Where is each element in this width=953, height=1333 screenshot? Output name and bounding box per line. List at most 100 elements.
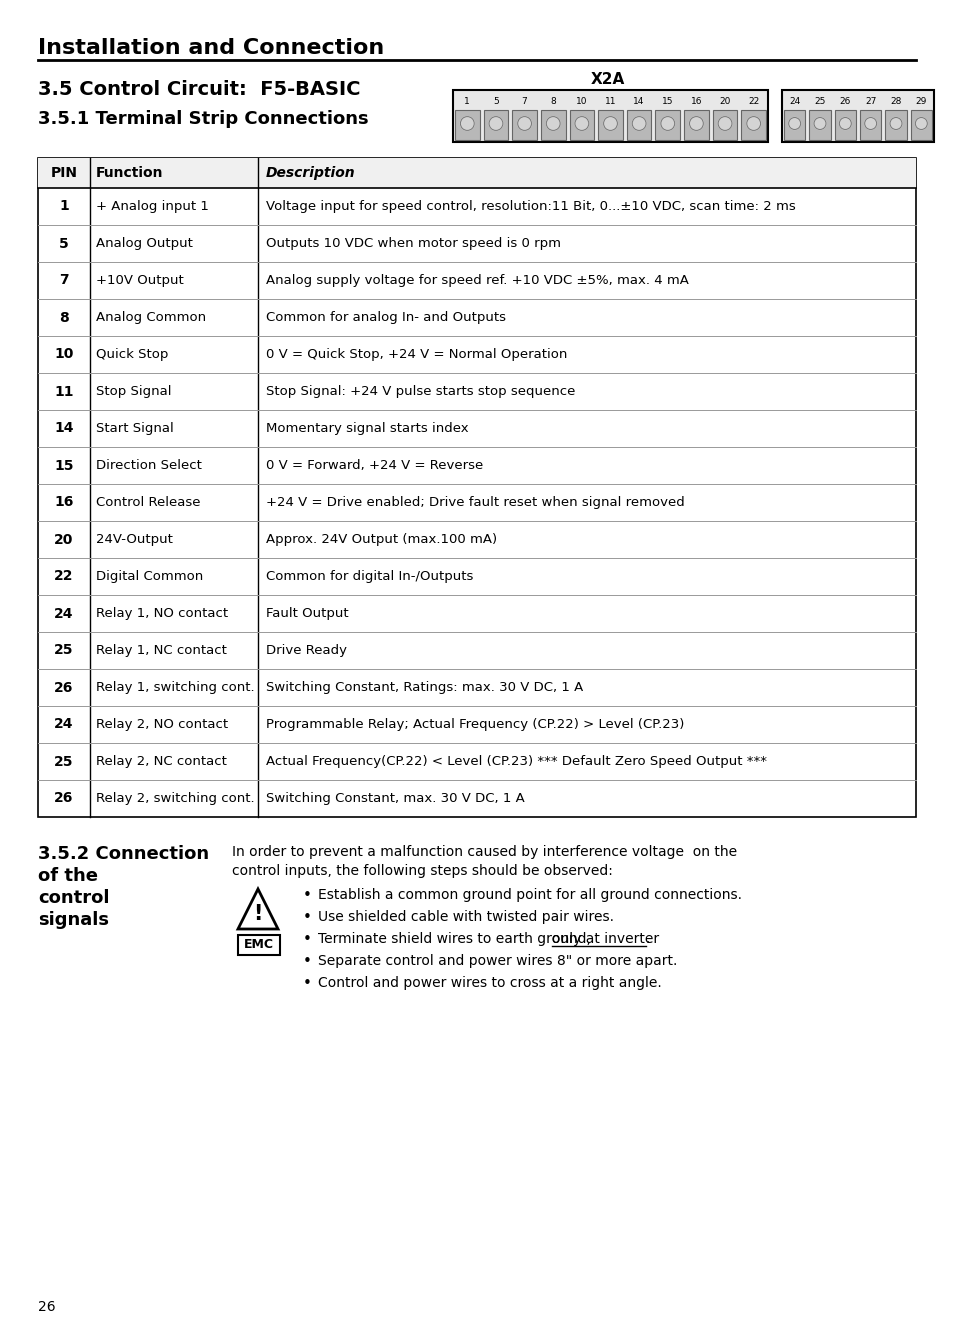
Bar: [38, 159, 915, 188]
Bar: [540, 111, 565, 140]
Bar: [783, 111, 804, 140]
Text: 5: 5: [59, 236, 69, 251]
Text: Relay 2, NO contact: Relay 2, NO contact: [96, 718, 228, 730]
Bar: [655, 111, 679, 140]
Text: Switching Constant, max. 30 V DC, 1 A: Switching Constant, max. 30 V DC, 1 A: [266, 792, 524, 805]
Text: +10V Output: +10V Output: [96, 275, 184, 287]
Text: 1: 1: [464, 97, 470, 107]
Text: •: •: [303, 954, 312, 969]
Text: Stop Signal: +24 V pulse starts stop sequence: Stop Signal: +24 V pulse starts stop seq…: [266, 385, 575, 399]
Text: 3.5 Control Circuit:  F5-BASIC: 3.5 Control Circuit: F5-BASIC: [38, 80, 360, 99]
Text: Common for analog In- and Outputs: Common for analog In- and Outputs: [266, 311, 505, 324]
Circle shape: [718, 116, 731, 131]
Bar: [808, 111, 830, 140]
Text: Switching Constant, Ratings: max. 30 V DC, 1 A: Switching Constant, Ratings: max. 30 V D…: [266, 681, 582, 694]
Text: •: •: [303, 976, 312, 990]
Text: 20: 20: [719, 97, 730, 107]
Text: 16: 16: [690, 97, 701, 107]
Text: Outputs 10 VDC when motor speed is 0 rpm: Outputs 10 VDC when motor speed is 0 rpm: [266, 237, 560, 251]
Text: control inputs, the following steps should be observed:: control inputs, the following steps shou…: [232, 864, 612, 878]
Text: 7: 7: [59, 273, 69, 288]
Circle shape: [788, 117, 800, 129]
Bar: [712, 111, 737, 140]
Circle shape: [546, 116, 559, 131]
Circle shape: [660, 116, 674, 131]
Bar: [569, 111, 594, 140]
Text: 3.5.2 Connection: 3.5.2 Connection: [38, 845, 209, 862]
Bar: [834, 111, 855, 140]
Text: Momentary signal starts index: Momentary signal starts index: [266, 423, 468, 435]
Text: EMC: EMC: [244, 938, 274, 952]
Text: 8: 8: [550, 97, 556, 107]
Text: 26: 26: [839, 97, 850, 107]
Bar: [884, 111, 905, 140]
Text: 29: 29: [915, 97, 926, 107]
Text: 15: 15: [54, 459, 73, 472]
Text: 11: 11: [604, 97, 616, 107]
Text: Voltage input for speed control, resolution:11 Bit, 0...±10 VDC, scan time: 2 ms: Voltage input for speed control, resolut…: [266, 200, 795, 213]
Text: Drive Ready: Drive Ready: [266, 644, 347, 657]
Text: 22: 22: [747, 97, 759, 107]
Text: 22: 22: [54, 569, 73, 584]
Text: 14: 14: [633, 97, 644, 107]
Text: Control and power wires to cross at a right angle.: Control and power wires to cross at a ri…: [317, 976, 661, 990]
Circle shape: [460, 116, 474, 131]
Text: 16: 16: [54, 496, 73, 509]
Circle shape: [603, 116, 617, 131]
Text: Relay 1, switching cont.: Relay 1, switching cont.: [96, 681, 254, 694]
Circle shape: [813, 117, 825, 129]
Circle shape: [889, 117, 901, 129]
Text: Stop Signal: Stop Signal: [96, 385, 172, 399]
Bar: [453, 91, 767, 143]
Text: •: •: [303, 888, 312, 902]
Bar: [683, 111, 708, 140]
Text: 25: 25: [54, 644, 73, 657]
Text: •: •: [303, 932, 312, 946]
Text: 14: 14: [54, 421, 73, 436]
Bar: [598, 111, 622, 140]
Text: Relay 2, switching cont.: Relay 2, switching cont.: [96, 792, 254, 805]
Text: 20: 20: [54, 532, 73, 547]
Text: Relay 2, NC contact: Relay 2, NC contact: [96, 754, 227, 768]
Text: Control Release: Control Release: [96, 496, 200, 509]
Text: 25: 25: [814, 97, 825, 107]
Text: 24: 24: [54, 607, 73, 620]
Text: Analog Output: Analog Output: [96, 237, 193, 251]
Circle shape: [746, 116, 760, 131]
Text: 24: 24: [788, 97, 800, 107]
Text: 26: 26: [54, 681, 73, 694]
Text: Analog supply voltage for speed ref. +10 VDC ±5%, max. 4 mA: Analog supply voltage for speed ref. +10…: [266, 275, 688, 287]
Text: 8: 8: [59, 311, 69, 324]
Text: In order to prevent a malfunction caused by interference voltage  on the: In order to prevent a malfunction caused…: [232, 845, 737, 858]
Bar: [455, 111, 479, 140]
Text: Programmable Relay; Actual Frequency (CP.22) > Level (CP.23): Programmable Relay; Actual Frequency (CP…: [266, 718, 683, 730]
Text: 3.5.1 Terminal Strip Connections: 3.5.1 Terminal Strip Connections: [38, 111, 368, 128]
Text: Relay 1, NC contact: Relay 1, NC contact: [96, 644, 227, 657]
Text: Separate control and power wires 8" or more apart.: Separate control and power wires 8" or m…: [317, 954, 677, 968]
Text: Installation and Connection: Installation and Connection: [38, 39, 384, 59]
Text: 24V-Output: 24V-Output: [96, 533, 172, 547]
Text: signals: signals: [38, 910, 109, 929]
Text: 11: 11: [54, 384, 73, 399]
Circle shape: [489, 116, 502, 131]
Text: 28: 28: [889, 97, 901, 107]
Text: 5: 5: [493, 97, 498, 107]
Text: only at inverter: only at inverter: [552, 932, 659, 946]
Text: Actual Frequency(CP.22) < Level (CP.23) *** Default Zero Speed Output ***: Actual Frequency(CP.22) < Level (CP.23) …: [266, 754, 766, 768]
Circle shape: [863, 117, 876, 129]
Text: Approx. 24V Output (max.100 mA): Approx. 24V Output (max.100 mA): [266, 533, 497, 547]
Bar: [483, 111, 508, 140]
Circle shape: [689, 116, 702, 131]
Text: 0 V = Forward, +24 V = Reverse: 0 V = Forward, +24 V = Reverse: [266, 459, 483, 472]
Text: 26: 26: [54, 792, 73, 805]
Text: Common for digital In-/Outputs: Common for digital In-/Outputs: [266, 571, 473, 583]
Circle shape: [575, 116, 588, 131]
Text: +24 V = Drive enabled; Drive fault reset when signal removed: +24 V = Drive enabled; Drive fault reset…: [266, 496, 684, 509]
Text: 27: 27: [864, 97, 876, 107]
Text: + Analog input 1: + Analog input 1: [96, 200, 209, 213]
Text: 25: 25: [54, 754, 73, 769]
Text: 7: 7: [521, 97, 527, 107]
Bar: [740, 111, 765, 140]
Text: PIN: PIN: [51, 167, 77, 180]
Bar: [512, 111, 537, 140]
